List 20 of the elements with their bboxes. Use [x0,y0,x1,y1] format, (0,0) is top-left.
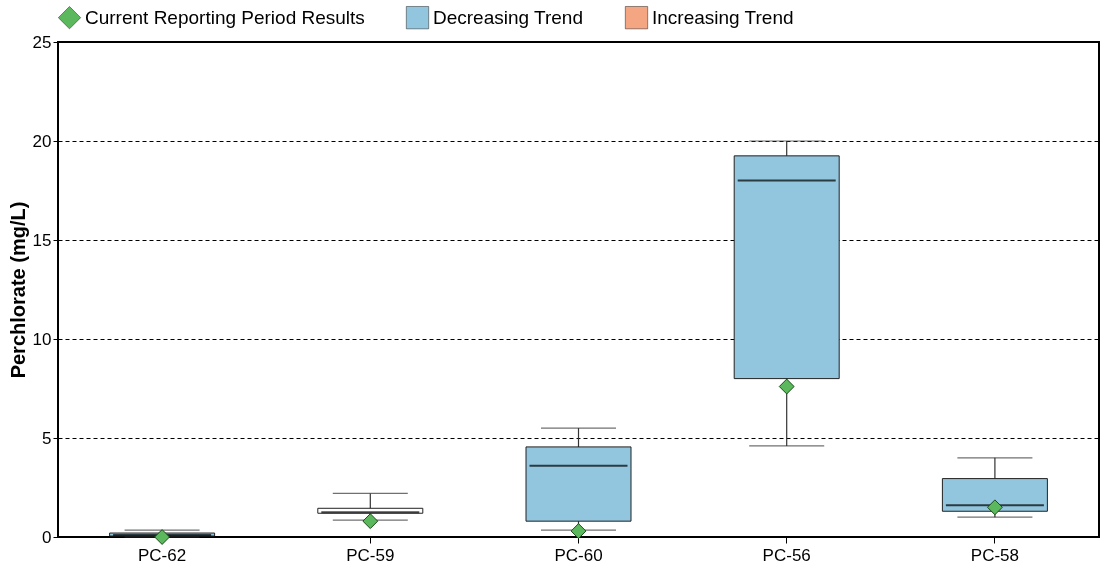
point [570,523,587,539]
point [986,499,1003,516]
x-tick-label: PC-58 [970,545,1019,565]
x-tick-label: PC-56 [762,545,811,565]
y-tick-label: 10 [32,329,52,349]
y-tick-label: 5 [42,428,52,448]
point [154,529,171,545]
y-tick-label: 0 [42,527,52,547]
x-tick-label: PC-59 [346,545,395,565]
y-tick-label: 20 [32,131,52,151]
x-tick-label: PC-60 [554,545,603,565]
legend-label: Increasing Trend [652,6,794,28]
y-tick-label: 25 [32,32,52,52]
x-tick-label: PC-62 [138,545,187,565]
legend-label: Decreasing Trend [433,6,583,28]
legend-label: Current Reporting Period Results [85,6,365,28]
y-axis-title: Perchlorate (mg/L) [6,201,29,379]
point [362,513,379,530]
point [778,378,795,395]
y-tick-label: 15 [32,230,52,250]
